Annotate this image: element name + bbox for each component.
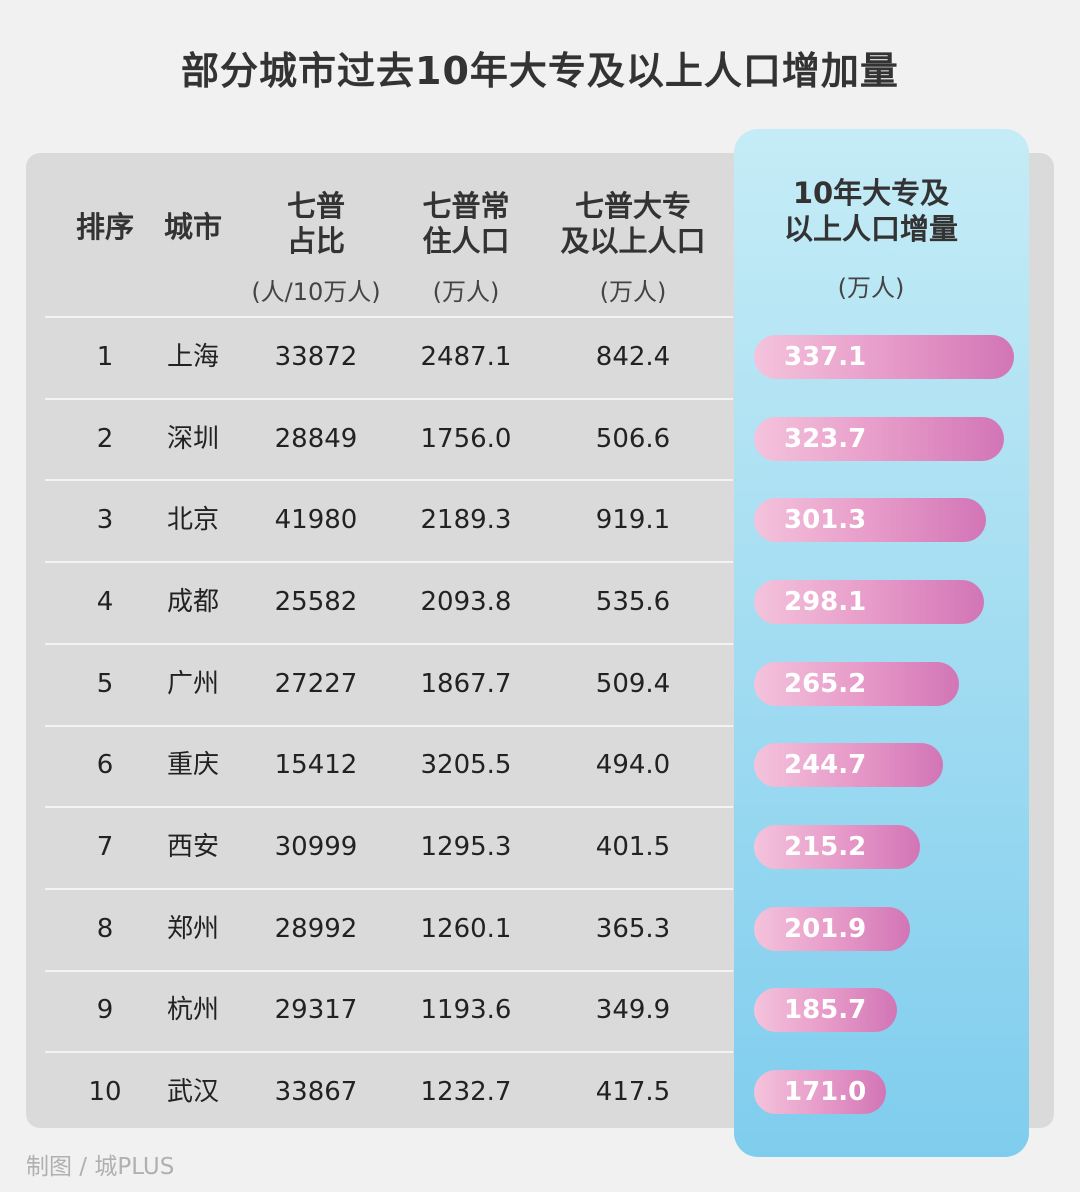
population-cell: 2189.3: [420, 505, 512, 536]
header-ratio-line1: 七普: [286, 189, 345, 223]
increase-bar: 185.7: [754, 988, 897, 1033]
population-cell: 2093.8: [420, 586, 512, 617]
ratio-cell: 30999: [274, 832, 358, 863]
city-cell: 杭州: [166, 995, 219, 1026]
population-cell: 1867.7: [420, 668, 512, 699]
ratio-cell: 29317: [274, 995, 358, 1026]
rank-cell: 8: [96, 913, 114, 944]
increase-bar: 298.1: [754, 579, 984, 624]
rank-cell: 1: [96, 341, 114, 372]
education-cell: 417.5: [595, 1077, 671, 1108]
ratio-cell: 28849: [274, 423, 358, 454]
increase-column-highlight: [734, 129, 1029, 1157]
education-cell: 401.5: [595, 832, 671, 863]
ratio-cell: 41980: [274, 505, 358, 536]
population-cell: 3205.5: [420, 750, 512, 781]
population-cell: 2487.1: [420, 341, 512, 372]
increase-bar-label: 323.7: [784, 423, 867, 454]
education-cell: 842.4: [595, 341, 671, 372]
population-cell: 1260.1: [420, 913, 512, 944]
header-pop-line1: 七普常: [422, 189, 510, 223]
increase-bar-label: 171.0: [784, 1077, 867, 1108]
ratio-cell: 25582: [274, 586, 358, 617]
rank-cell: 5: [96, 668, 114, 699]
increase-bar-label: 337.1: [784, 341, 867, 372]
increase-bar-label: 244.7: [784, 750, 867, 781]
header-inc-unit: (万人): [837, 274, 905, 302]
increase-bar: 323.7: [754, 416, 1004, 461]
header-ratio-unit: (人/10万人): [251, 278, 381, 306]
education-cell: 494.0: [595, 750, 671, 781]
education-cell: 919.1: [595, 505, 671, 536]
credit: 制图 / 城PLUS: [26, 1154, 175, 1180]
header-edu-line1: 七普大专: [574, 189, 691, 223]
education-cell: 509.4: [595, 668, 671, 699]
city-cell: 成都: [166, 586, 219, 617]
rank-cell: 7: [96, 832, 114, 863]
rank-cell: 10: [88, 1077, 122, 1108]
city-cell: 重庆: [166, 750, 219, 781]
rank-cell: 2: [96, 423, 114, 454]
row-divider: [45, 397, 733, 400]
header-edu-unit: (万人): [599, 278, 667, 306]
increase-bar: 201.9: [754, 906, 910, 951]
row-divider: [45, 806, 733, 809]
increase-bar-label: 301.3: [784, 505, 867, 536]
education-cell: 365.3: [595, 913, 671, 944]
population-cell: 1232.7: [420, 1077, 512, 1108]
ratio-cell: 28992: [274, 913, 358, 944]
increase-bar: 244.7: [754, 743, 943, 788]
population-cell: 1756.0: [420, 423, 512, 454]
education-cell: 535.6: [595, 586, 671, 617]
row-divider: [45, 561, 733, 564]
ratio-cell: 15412: [274, 750, 358, 781]
increase-bar: 215.2: [754, 825, 920, 870]
header-pop-line2: 住人口: [422, 224, 510, 258]
row-divider: [45, 316, 733, 318]
increase-bar-label: 201.9: [784, 913, 867, 944]
row-divider: [45, 724, 733, 727]
increase-bar-label: 185.7: [784, 995, 867, 1026]
city-cell: 郑州: [166, 913, 219, 944]
population-cell: 1295.3: [420, 832, 512, 863]
rank-cell: 6: [96, 750, 114, 781]
row-divider: [45, 642, 733, 645]
header-edu-line2: 及以上人口: [560, 224, 706, 258]
rank-cell: 4: [96, 586, 114, 617]
row-divider: [45, 479, 733, 482]
increase-bar-label: 215.2: [784, 832, 867, 863]
header-rank: 排序: [75, 210, 134, 244]
ratio-cell: 27227: [274, 668, 358, 699]
city-cell: 西安: [166, 832, 219, 863]
ratio-cell: 33872: [274, 341, 358, 372]
page-title: 部分城市过去10年大专及以上人口增加量: [181, 49, 899, 93]
education-cell: 349.9: [595, 995, 671, 1026]
ratio-cell: 33867: [274, 1077, 358, 1108]
population-cell: 1193.6: [420, 995, 512, 1026]
education-cell: 506.6: [595, 423, 671, 454]
header-ratio-line2: 占比: [286, 224, 345, 258]
city-cell: 深圳: [166, 423, 219, 454]
rank-cell: 9: [96, 995, 114, 1026]
city-cell: 上海: [166, 341, 219, 372]
increase-bar: 337.1: [754, 334, 1014, 379]
city-cell: 武汉: [166, 1077, 219, 1108]
increase-bar: 171.0: [754, 1070, 886, 1115]
row-divider: [45, 887, 733, 890]
increase-bar: 301.3: [754, 498, 986, 543]
header-pop-unit: (万人): [432, 278, 500, 306]
city-cell: 广州: [166, 668, 219, 699]
header-inc-line2: 以上人口增量: [783, 212, 958, 246]
increase-bar-label: 298.1: [784, 586, 867, 617]
city-cell: 北京: [166, 505, 219, 536]
increase-bar: 265.2: [754, 661, 959, 706]
row-divider: [45, 1051, 733, 1054]
increase-bar-label: 265.2: [784, 668, 867, 699]
header-city: 城市: [163, 210, 222, 244]
header-inc-line1: 10年大专及: [792, 176, 950, 210]
row-divider: [45, 969, 733, 972]
rank-cell: 3: [96, 505, 114, 536]
